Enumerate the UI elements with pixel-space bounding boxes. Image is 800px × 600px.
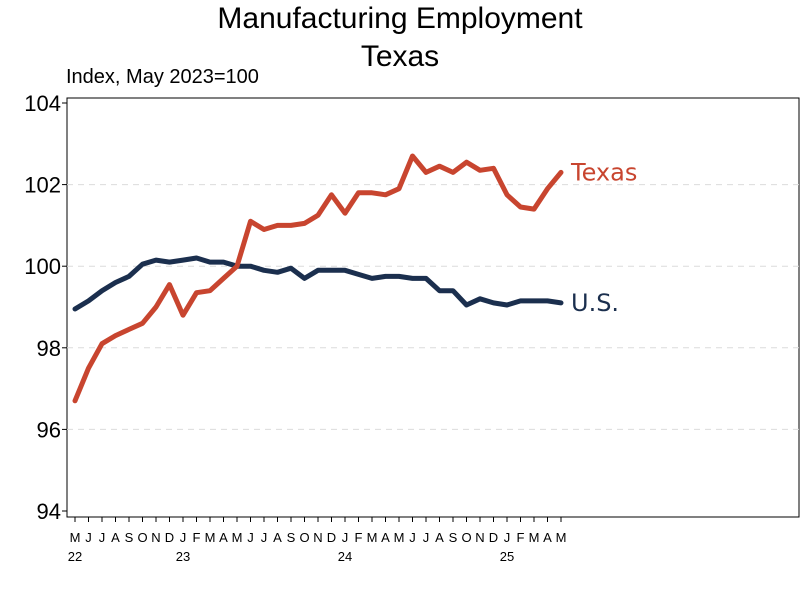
x-tick-label: N <box>475 530 484 545</box>
y-axis-label: Index, May 2023=100 <box>66 66 259 88</box>
x-tick-label: M <box>529 530 540 545</box>
x-tick-label: J <box>342 530 349 545</box>
x-tick-label: N <box>151 530 160 545</box>
x-tick-label: S <box>287 530 296 545</box>
y-tick-label: 104 <box>24 91 61 116</box>
x-tick-label: S <box>449 530 458 545</box>
x-tick-label: J <box>409 530 416 545</box>
x-tick-label: O <box>299 530 309 545</box>
x-tick-label: F <box>517 530 525 545</box>
x-tick-label: A <box>381 530 390 545</box>
x-year-label: 23 <box>176 549 190 564</box>
x-tick-label: O <box>461 530 471 545</box>
x-tick-label: A <box>111 530 120 545</box>
y-tick-label: 98 <box>37 336 61 361</box>
x-tick-label: J <box>180 530 187 545</box>
series-label-us: U.S. <box>571 289 619 317</box>
x-tick-label: F <box>355 530 363 545</box>
series-line-texas <box>72 153 564 404</box>
x-tick-label: M <box>232 530 243 545</box>
x-year-label: 24 <box>338 549 352 564</box>
x-year-label: 25 <box>500 549 514 564</box>
x-tick-label: A <box>273 530 282 545</box>
series-line-us <box>72 255 564 312</box>
series-label-texas: Texas <box>570 158 637 186</box>
x-tick-label: M <box>70 530 81 545</box>
x-tick-label: M <box>394 530 405 545</box>
chart-subtitle: Texas <box>360 40 440 73</box>
plot-frame <box>66 97 800 518</box>
x-tick-label: J <box>261 530 268 545</box>
x-tick-label: J <box>99 530 106 545</box>
y-tick-label: 102 <box>24 173 61 198</box>
x-tick-label: O <box>137 530 147 545</box>
x-tick-label: J <box>423 530 430 545</box>
y-tick-label: 100 <box>24 254 61 279</box>
x-tick-label: F <box>193 530 201 545</box>
y-tick-label: 96 <box>37 417 61 442</box>
x-tick-label: J <box>247 530 254 545</box>
x-tick-label: S <box>125 530 134 545</box>
x-tick-label: M <box>556 530 567 545</box>
x-tick-label: N <box>313 530 322 545</box>
x-tick-label: A <box>543 530 552 545</box>
chart-title: Manufacturing Employment <box>217 2 583 35</box>
x-tick-label: D <box>165 530 174 545</box>
x-tick-label: A <box>435 530 444 545</box>
x-tick-label: D <box>489 530 498 545</box>
x-tick-label: M <box>205 530 216 545</box>
x-year-label: 22 <box>68 549 82 564</box>
x-tick-label: A <box>219 530 228 545</box>
y-tick-label: 94 <box>37 499 61 524</box>
x-tick-label: J <box>504 530 511 545</box>
x-tick-label: D <box>327 530 336 545</box>
x-tick-label: M <box>367 530 378 545</box>
x-tick-label: J <box>85 530 92 545</box>
